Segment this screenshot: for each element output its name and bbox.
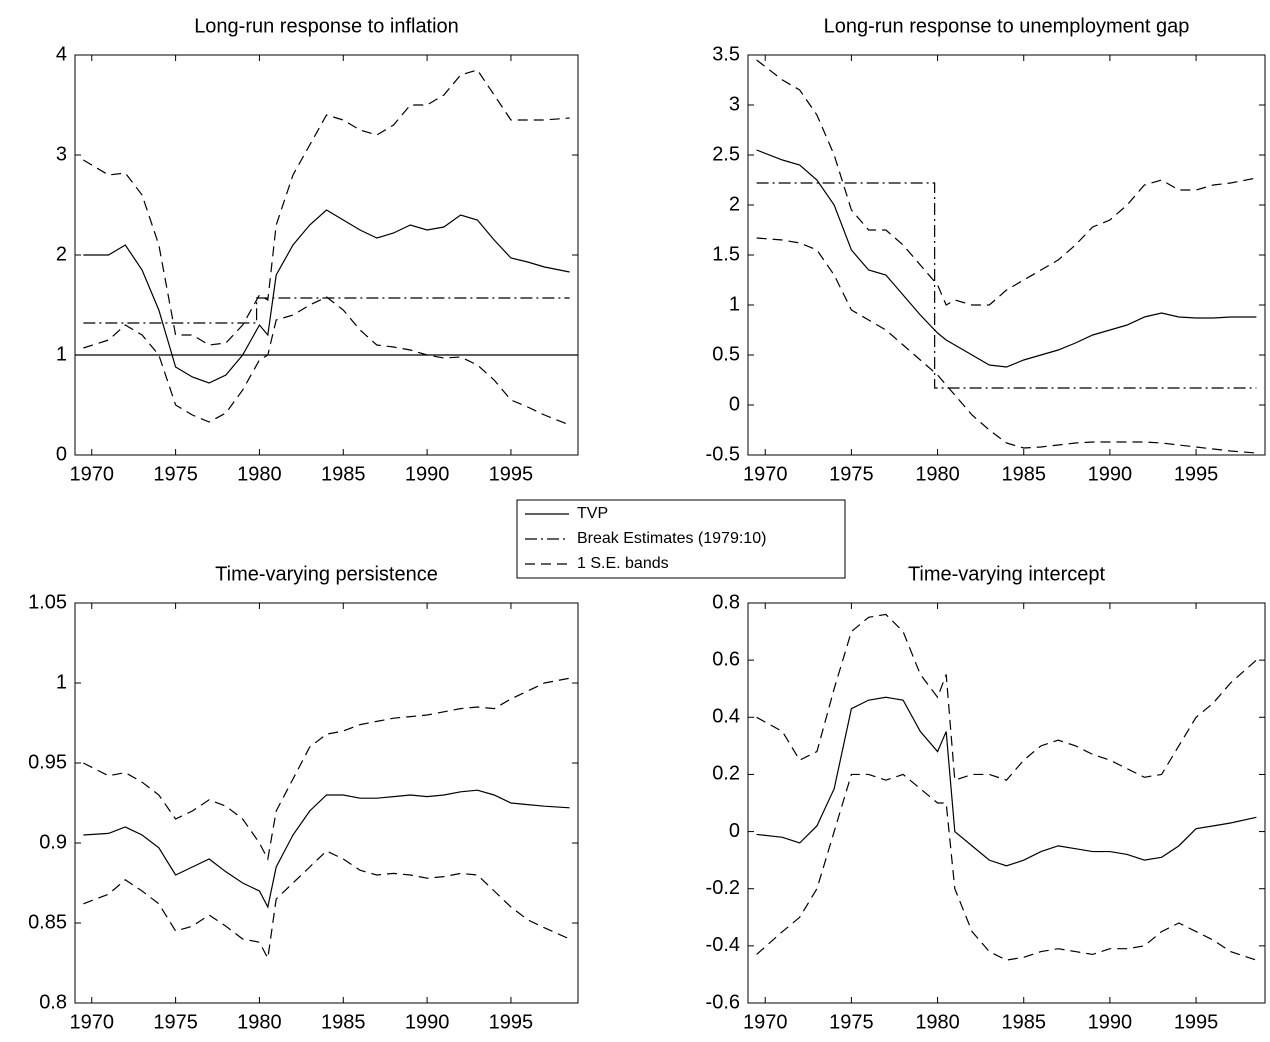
y-tick-label: 0.95: [28, 751, 67, 773]
x-tick-label: 1980: [915, 463, 960, 485]
y-tick-label: 0.6: [712, 648, 740, 670]
series-line: [83, 209, 570, 384]
legend: TVP Break Estimates (1979:10) 1 S.E. bands: [516, 499, 846, 579]
x-tick-label: 1980: [237, 463, 282, 485]
x-tick-label: 1985: [1001, 1011, 1046, 1033]
series-line: [83, 297, 570, 324]
y-tick-label: 3: [56, 143, 67, 165]
panel-title: Time-varying intercept: [908, 563, 1106, 585]
y-tick-label: 0.8: [39, 991, 67, 1013]
x-tick-label: 1980: [237, 1011, 282, 1033]
y-tick-label: 1.05: [28, 591, 67, 613]
x-tick-label: 1970: [743, 463, 788, 485]
x-tick-label: 1990: [405, 1011, 450, 1033]
series-line: [83, 850, 570, 961]
y-tick-label: 1: [729, 293, 740, 315]
y-tick-label: 0: [729, 820, 740, 842]
y-tick-label: -0.4: [706, 934, 740, 956]
y-tick-label: 0: [729, 393, 740, 415]
legend-box: [516, 499, 846, 579]
x-tick-label: 1975: [153, 463, 198, 485]
y-tick-label: 2: [56, 243, 67, 265]
legend-label: 1 S.E. bands: [577, 555, 669, 572]
y-tick-label: 1: [56, 343, 67, 365]
x-tick-label: 1985: [321, 1011, 366, 1033]
y-tick-label: -0.6: [706, 991, 740, 1013]
x-tick-label: 1970: [743, 1011, 788, 1033]
legend-label: Break Estimates (1979:10): [577, 530, 766, 547]
x-tick-label: 1985: [321, 463, 366, 485]
x-tick-label: 1995: [1174, 1011, 1219, 1033]
panel-title: Long-run response to unemployment gap: [824, 15, 1190, 37]
x-tick-label: 1995: [489, 463, 534, 485]
series-line: [756, 182, 1257, 389]
y-tick-label: 0.4: [712, 706, 740, 728]
series-line: [756, 696, 1257, 867]
series-line: [83, 677, 570, 861]
x-tick-label: 1985: [1001, 463, 1046, 485]
y-tick-label: -0.2: [706, 877, 740, 899]
x-tick-label: 1975: [829, 463, 874, 485]
panel-title: Long-run response to inflation: [194, 15, 459, 37]
y-tick-label: 3: [729, 93, 740, 115]
plot-frame: [74, 602, 579, 1004]
series-line: [83, 296, 570, 426]
y-tick-label: -0.5: [706, 443, 740, 465]
panel: Long-run response to unemployment gap -0.…: [706, 15, 1266, 485]
y-tick-label: 0: [56, 443, 67, 465]
y-tick-label: 1.5: [712, 243, 740, 265]
x-tick-label: 1990: [1088, 1011, 1133, 1033]
panel: Long-run response to inflation 0 1 2 3 4 1970 1…: [56, 15, 579, 485]
panel: Time-varying intercept -0.6 -0.4 -0.2 0 0.2 0.…: [706, 563, 1266, 1033]
legend-label: TVP: [577, 505, 608, 522]
series-line: [756, 773, 1257, 961]
x-tick-label: 1995: [1174, 463, 1219, 485]
x-tick-label: 1990: [405, 463, 450, 485]
series-line: [83, 789, 570, 909]
y-tick-label: 3.5: [712, 43, 740, 65]
y-tick-label: 2.5: [712, 143, 740, 165]
y-tick-label: 0.85: [28, 911, 67, 933]
series-line: [756, 613, 1257, 781]
y-tick-label: 2: [729, 193, 740, 215]
panel: Time-varying persistence 0.8 0.85 0.9 0.95 1 1…: [28, 563, 579, 1033]
x-tick-label: 1970: [70, 463, 115, 485]
plot-frame: [747, 54, 1266, 456]
panel-title: Time-varying persistence: [215, 563, 438, 585]
x-tick-label: 1970: [70, 1011, 115, 1033]
y-tick-label: 0.5: [712, 343, 740, 365]
y-tick-label: 0.2: [712, 763, 740, 785]
x-tick-label: 1975: [829, 1011, 874, 1033]
y-tick-label: 0.8: [712, 591, 740, 613]
series-line: [756, 149, 1257, 368]
series-line: [83, 69, 570, 346]
plot-frame: [747, 602, 1266, 1004]
y-tick-label: 1: [56, 671, 67, 693]
y-tick-label: 0.9: [39, 831, 67, 853]
y-tick-label: 4: [56, 43, 67, 65]
x-tick-label: 1990: [1088, 463, 1133, 485]
x-tick-label: 1975: [153, 1011, 198, 1033]
x-tick-label: 1980: [915, 1011, 960, 1033]
series-line: [756, 237, 1257, 454]
x-tick-label: 1995: [489, 1011, 534, 1033]
